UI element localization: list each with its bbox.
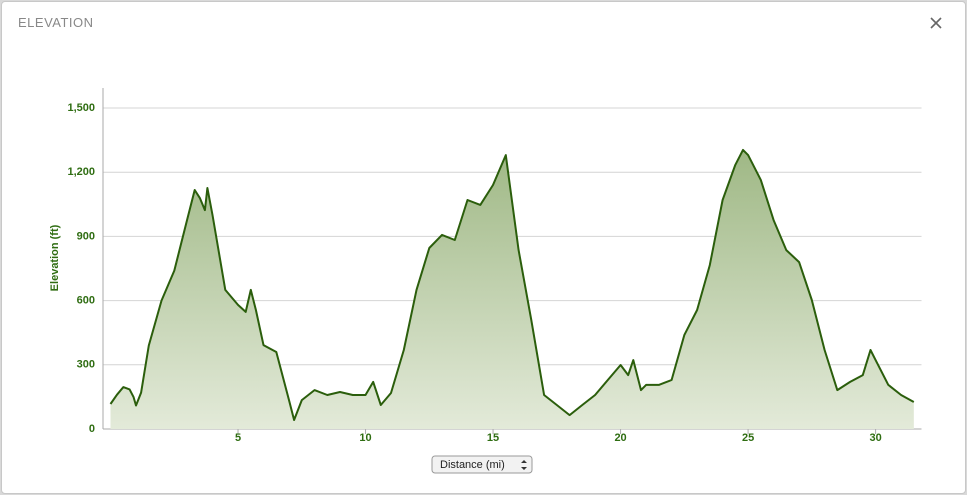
y-tick-label: 1,500	[67, 102, 95, 114]
area-line	[109, 148, 915, 421]
dropdown-box[interactable]	[431, 455, 533, 474]
y-tick-label: 0	[89, 423, 95, 435]
x-tick-label: 20	[614, 432, 626, 444]
y-tick-label: 300	[77, 359, 95, 371]
area-fill	[110, 149, 914, 429]
x-tick-label: 5	[235, 432, 241, 444]
x-axis-label[interactable]: Distance (mi)	[440, 459, 505, 471]
x-tick-label: 30	[869, 432, 881, 444]
x-tick-label: 25	[742, 432, 754, 444]
dropdown-arrows[interactable]	[521, 460, 527, 470]
y-tick-label: 900	[77, 230, 95, 242]
y-axis-label: Elevation (ft)	[49, 224, 61, 291]
x-tick-label: 15	[487, 432, 499, 444]
x-tick-label: 10	[359, 432, 371, 444]
y-tick-label: 1,200	[67, 166, 95, 178]
close-button[interactable]	[930, 17, 942, 29]
x-axis-dropdown[interactable]: Distance (mi)	[431, 455, 533, 474]
dialog-title: ELEVATION	[18, 15, 94, 30]
close-icon[interactable]	[930, 17, 942, 29]
y-tick-label: 600	[77, 295, 95, 307]
